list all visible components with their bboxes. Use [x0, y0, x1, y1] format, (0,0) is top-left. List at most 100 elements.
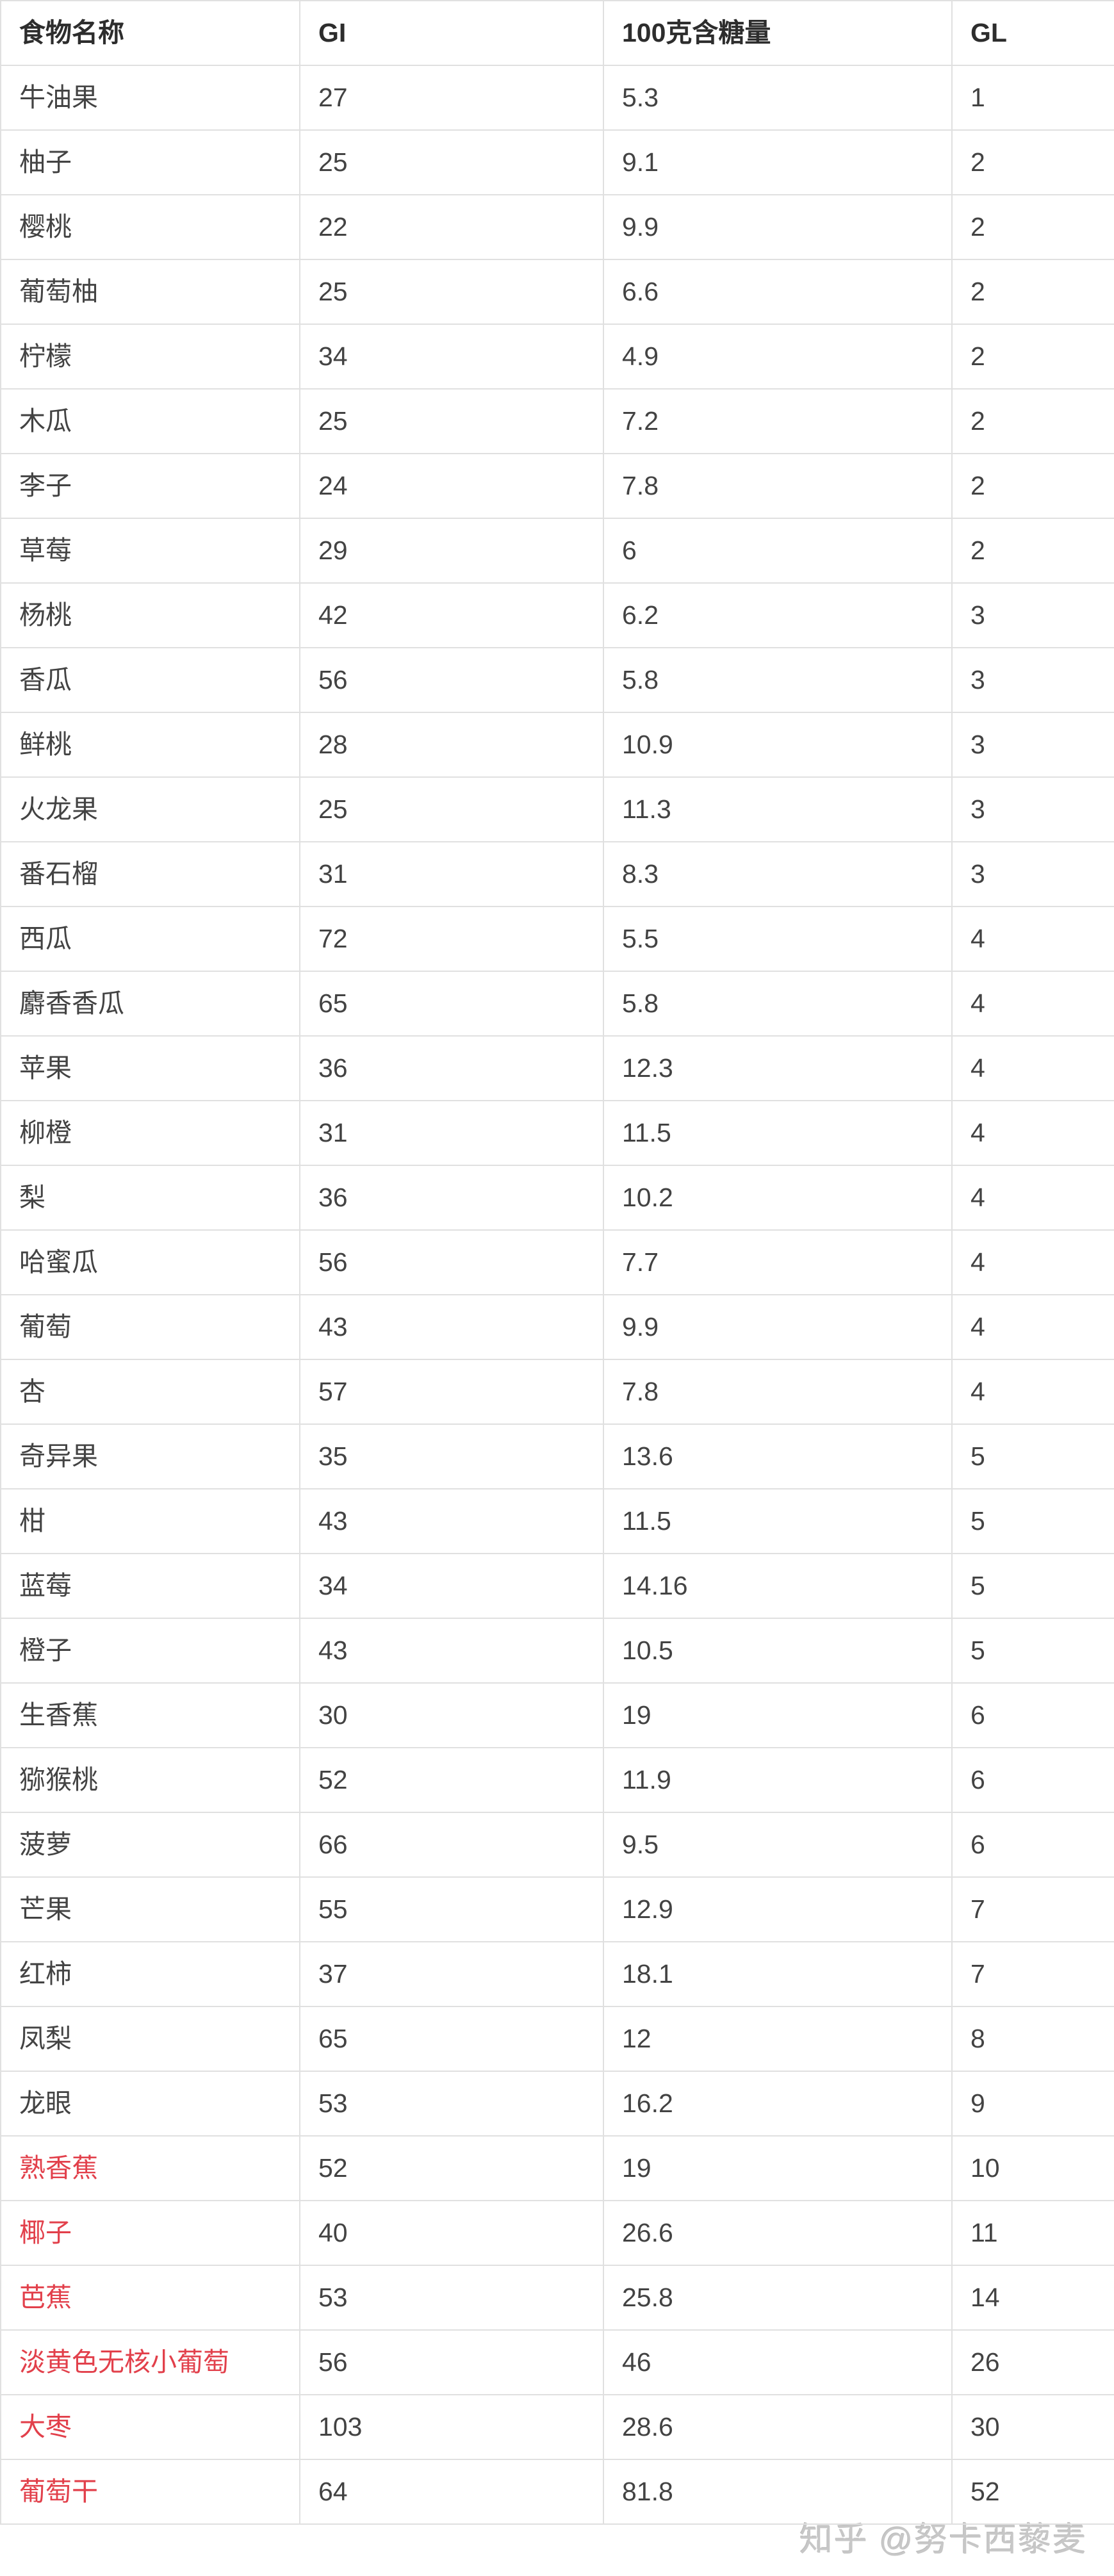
sugar-cell: 7.2	[603, 388, 953, 454]
sugar-cell: 13.6	[603, 1423, 953, 1489]
gl-cell: 3	[951, 841, 1114, 907]
gl-cell: 2	[951, 388, 1114, 454]
header-food-name: 食物名称	[0, 0, 300, 66]
gi-cell: 30	[299, 1682, 604, 1748]
gl-cell: 6	[951, 1747, 1114, 1813]
gi-cell: 29	[299, 518, 604, 584]
gi-cell: 25	[299, 776, 604, 842]
gl-cell: 3	[951, 582, 1114, 648]
food-name-cell: 香瓜	[0, 647, 300, 713]
sugar-cell: 10.2	[603, 1165, 953, 1231]
header-row: 食物名称 GI 100克含糖量 GL	[0, 0, 1114, 66]
gl-cell: 6	[951, 1682, 1114, 1748]
gl-cell: 3	[951, 712, 1114, 778]
gi-cell: 36	[299, 1035, 604, 1101]
sugar-cell: 25.8	[603, 2265, 953, 2331]
gl-cell: 5	[951, 1618, 1114, 1684]
gl-cell: 14	[951, 2265, 1114, 2331]
gl-cell: 5	[951, 1488, 1114, 1554]
food-name-cell: 椰子	[0, 2200, 300, 2266]
food-name-cell: 凤梨	[0, 2006, 300, 2072]
gi-cell: 43	[299, 1488, 604, 1554]
gl-cell: 3	[951, 776, 1114, 842]
gi-cell: 103	[299, 2394, 604, 2460]
gi-cell: 31	[299, 1100, 604, 1166]
gi-cell: 27	[299, 65, 604, 131]
gi-cell: 43	[299, 1294, 604, 1360]
food-name-cell: 橙子	[0, 1618, 300, 1684]
food-name-cell: 猕猴桃	[0, 1747, 300, 1813]
table-row: 苹果 36 12.3 4	[0, 1035, 1114, 1101]
sugar-cell: 9.9	[603, 194, 953, 260]
sugar-cell: 11.9	[603, 1747, 953, 1813]
gi-cell: 28	[299, 712, 604, 778]
gl-cell: 7	[951, 1876, 1114, 1942]
table-row: 火龙果 25 11.3 3	[0, 776, 1114, 842]
food-name-cell: 杨桃	[0, 582, 300, 648]
gi-cell: 35	[299, 1423, 604, 1489]
food-name-cell: 蓝莓	[0, 1553, 300, 1619]
table-row: 樱桃 22 9.9 2	[0, 194, 1114, 260]
food-name-cell: 李子	[0, 453, 300, 519]
food-name-cell: 柚子	[0, 129, 300, 195]
gl-cell: 4	[951, 1359, 1114, 1425]
sugar-cell: 4.9	[603, 324, 953, 390]
food-name-cell: 樱桃	[0, 194, 300, 260]
food-name-cell: 哈蜜瓜	[0, 1229, 300, 1295]
food-name-cell: 西瓜	[0, 906, 300, 972]
sugar-cell: 5.8	[603, 971, 953, 1037]
table-row: 大枣 103 28.6 30	[0, 2394, 1114, 2460]
gl-cell: 4	[951, 1165, 1114, 1231]
gi-cell: 72	[299, 906, 604, 972]
gi-cell: 53	[299, 2071, 604, 2137]
sugar-cell: 11.3	[603, 776, 953, 842]
gl-cell: 11	[951, 2200, 1114, 2266]
header-sugar-per-100g: 100克含糖量	[603, 0, 953, 66]
gl-cell: 4	[951, 1294, 1114, 1360]
sugar-cell: 10.9	[603, 712, 953, 778]
gl-cell: 2	[951, 194, 1114, 260]
table-row: 李子 24 7.8 2	[0, 453, 1114, 519]
header-gi: GI	[299, 0, 604, 66]
gl-cell: 8	[951, 2006, 1114, 2072]
sugar-cell: 26.6	[603, 2200, 953, 2266]
sugar-cell: 11.5	[603, 1488, 953, 1554]
food-name-cell: 葡萄柚	[0, 259, 300, 325]
sugar-cell: 46	[603, 2329, 953, 2395]
food-name-cell: 红柿	[0, 1941, 300, 2007]
table-row: 葡萄 43 9.9 4	[0, 1294, 1114, 1360]
gl-cell: 6	[951, 1812, 1114, 1878]
gi-cell: 65	[299, 2006, 604, 2072]
gi-cell: 34	[299, 324, 604, 390]
sugar-cell: 19	[603, 2135, 953, 2201]
gl-cell: 1	[951, 65, 1114, 131]
gl-cell: 4	[951, 906, 1114, 972]
sugar-cell: 18.1	[603, 1941, 953, 2007]
food-name-cell: 大枣	[0, 2394, 300, 2460]
food-name-cell: 柠檬	[0, 324, 300, 390]
table-row: 牛油果 27 5.3 1	[0, 65, 1114, 131]
food-name-cell: 火龙果	[0, 776, 300, 842]
sugar-cell: 6	[603, 518, 953, 584]
sugar-cell: 9.5	[603, 1812, 953, 1878]
gl-cell: 7	[951, 1941, 1114, 2007]
sugar-cell: 7.8	[603, 453, 953, 519]
table-row: 柑 43 11.5 5	[0, 1488, 1114, 1554]
food-name-cell: 草莓	[0, 518, 300, 584]
gl-cell: 2	[951, 324, 1114, 390]
sugar-cell: 8.3	[603, 841, 953, 907]
food-name-cell: 杏	[0, 1359, 300, 1425]
table-row: 葡萄干 64 81.8 52	[0, 2459, 1114, 2525]
food-name-cell: 番石榴	[0, 841, 300, 907]
table-row: 凤梨 65 12 8	[0, 2006, 1114, 2072]
gi-cell: 40	[299, 2200, 604, 2266]
table-row: 柠檬 34 4.9 2	[0, 324, 1114, 390]
gi-cell: 55	[299, 1876, 604, 1942]
table-row: 柳橙 31 11.5 4	[0, 1100, 1114, 1166]
gi-cell: 53	[299, 2265, 604, 2331]
sugar-cell: 10.5	[603, 1618, 953, 1684]
table-row: 龙眼 53 16.2 9	[0, 2071, 1114, 2137]
food-name-cell: 淡黄色无核小葡萄	[0, 2329, 300, 2395]
table-row: 番石榴 31 8.3 3	[0, 841, 1114, 907]
table-row: 红柿 37 18.1 7	[0, 1941, 1114, 2007]
